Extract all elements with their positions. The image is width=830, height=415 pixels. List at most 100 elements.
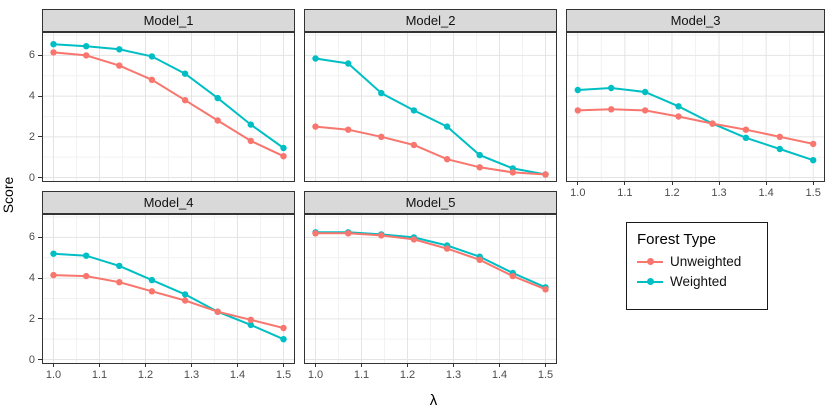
legend-item-label: Weighted (670, 274, 727, 289)
x-tick-mark (191, 364, 192, 367)
y-tick-mark (38, 318, 42, 320)
legend-item-label: Unweighted (670, 254, 742, 269)
facet-panel (42, 214, 295, 364)
series-line-unweighted (53, 274, 284, 329)
series-point-unweighted (443, 156, 451, 163)
y-tick-mark (38, 236, 42, 238)
series-point-unweighted (608, 106, 615, 113)
facet-strip: Model_3 (566, 9, 825, 32)
x-tick-label: 1.5 (537, 369, 554, 381)
x-tick-label: 1.5 (805, 187, 821, 199)
legend-key-icon (637, 277, 663, 287)
series-point-unweighted (675, 113, 682, 120)
series-point-unweighted (148, 76, 156, 83)
y-tick-mark (38, 359, 42, 360)
series-point-weighted (410, 107, 418, 114)
series-point-weighted (476, 151, 483, 159)
x-tick-mark (53, 364, 54, 367)
series-point-weighted (181, 291, 189, 298)
series-point-unweighted (312, 123, 319, 130)
series-point-weighted (280, 336, 287, 343)
facet-panel (304, 214, 557, 364)
series-line-weighted (315, 57, 546, 176)
series-point-unweighted (542, 286, 549, 293)
x-tick-label: 1.5 (275, 369, 292, 381)
facet-strip: Model_5 (304, 191, 557, 214)
series-point-unweighted (148, 288, 156, 295)
facet-title: Model_3 (670, 13, 721, 28)
x-tick-mark (99, 364, 100, 367)
series-point-weighted (675, 103, 682, 110)
series-line-unweighted (577, 108, 814, 145)
y-tick-label: 6 (28, 49, 35, 62)
series-point-unweighted (574, 107, 581, 114)
x-tick-mark (237, 364, 238, 367)
x-tick-label: 1.3 (711, 187, 727, 199)
legend: Forest Type Unweighted Weighted (626, 222, 768, 310)
facet-panel (304, 32, 557, 182)
y-tick-label: 2 (28, 130, 35, 143)
y-tick-mark (38, 177, 42, 178)
series-point-unweighted (641, 107, 649, 114)
y-tick-label: 4 (28, 90, 35, 103)
series-point-weighted (50, 41, 57, 48)
x-tick-label: 1.3 (183, 369, 200, 381)
facet-strip: Model_4 (42, 191, 295, 214)
series-line-unweighted (315, 125, 546, 176)
x-tick-label: 1.1 (617, 187, 633, 199)
legend-item-weighted: Weighted (637, 274, 757, 289)
series-point-unweighted (742, 126, 750, 133)
x-tick-label: 1.4 (758, 187, 774, 199)
series-line-unweighted (315, 232, 546, 291)
series-point-unweighted (83, 272, 90, 280)
series-point-weighted (742, 134, 750, 141)
series-point-weighted (148, 276, 156, 284)
legend-title: Forest Type (637, 231, 716, 248)
y-tick-label: 2 (28, 312, 35, 325)
x-tick-mark (624, 182, 626, 185)
series-point-unweighted (542, 171, 549, 178)
x-tick-label: 1.2 (137, 369, 154, 381)
legend-item-unweighted: Unweighted (637, 254, 757, 269)
x-tick-label: 1.4 (229, 369, 246, 381)
facet-title: Model_4 (143, 195, 194, 210)
facet-title: Model_5 (405, 195, 456, 210)
series-point-weighted (247, 321, 254, 329)
series-point-weighted (181, 70, 189, 77)
series-line-weighted (53, 252, 284, 341)
x-tick-label: 1.4 (491, 369, 508, 381)
series-point-weighted (641, 88, 649, 96)
y-tick-label: 0 (28, 171, 35, 184)
series-point-unweighted (776, 133, 783, 140)
y-tick-label: 6 (28, 231, 35, 244)
series-point-unweighted (280, 324, 287, 332)
x-tick-mark (407, 364, 408, 367)
series-point-unweighted (476, 256, 483, 263)
y-tick-mark (38, 54, 42, 56)
x-tick-label: 1.0 (570, 187, 586, 199)
series-point-weighted (608, 84, 615, 92)
series-point-unweighted (509, 272, 516, 280)
series-point-weighted (116, 262, 123, 270)
facet-panel (566, 32, 825, 182)
series-point-weighted (443, 123, 451, 130)
series-point-weighted (312, 55, 319, 62)
series-point-unweighted (443, 245, 451, 252)
series-point-unweighted (116, 279, 123, 286)
series-point-weighted (83, 252, 90, 259)
series-point-weighted (776, 145, 783, 153)
series-point-unweighted (50, 49, 57, 56)
series-point-weighted (378, 89, 385, 97)
x-tick-mark (671, 182, 673, 185)
series-point-unweighted (709, 120, 716, 127)
series-point-unweighted (181, 97, 189, 104)
series-point-unweighted (345, 230, 352, 237)
x-tick-mark (499, 364, 500, 367)
x-axis-title: λ (429, 392, 438, 409)
x-tick-mark (145, 364, 146, 367)
series-point-unweighted (247, 316, 254, 323)
x-tick-mark (577, 182, 579, 185)
series-point-weighted (83, 43, 90, 50)
x-tick-label: 1.2 (664, 187, 680, 199)
